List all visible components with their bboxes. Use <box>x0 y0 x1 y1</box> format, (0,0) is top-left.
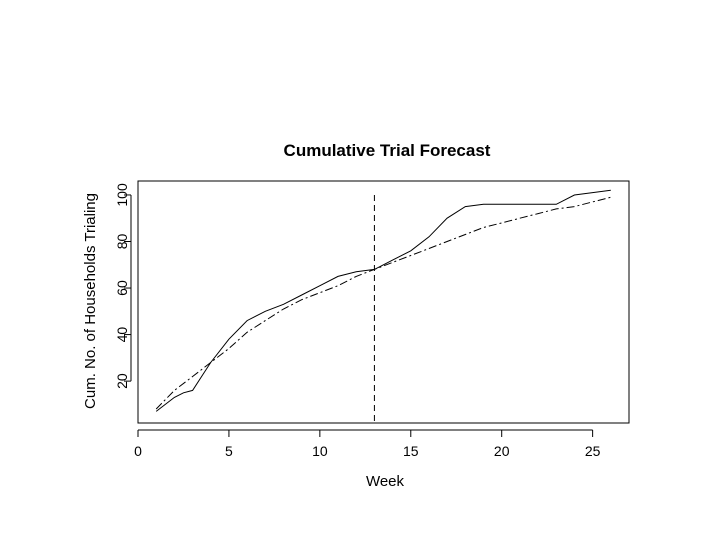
y-tick-label: 20 <box>114 373 130 389</box>
x-tick-label: 10 <box>312 443 328 459</box>
x-tick-label: 15 <box>403 443 419 459</box>
y-tick-label: 80 <box>114 234 130 250</box>
y-tick-label: 40 <box>114 327 130 343</box>
y-axis-label: Cum. No. of Households Trialing <box>82 193 99 409</box>
plot-frame <box>137 180 630 424</box>
x-tick-label: 5 <box>225 443 233 459</box>
x-axis-label: Week <box>366 473 405 490</box>
series-layer <box>155 189 611 412</box>
y-tick-label: 100 <box>114 183 130 207</box>
y-axis: 20 40 60 80 100 <box>114 183 132 389</box>
series-line-dash-dot <box>155 196 611 410</box>
y-tick-label: 60 <box>114 280 130 296</box>
series-line-solid <box>155 189 611 412</box>
x-tick-label: 20 <box>494 443 510 459</box>
chart-title: Cumulative Trial Forecast <box>284 141 491 160</box>
x-tick-label: 25 <box>585 443 601 459</box>
x-axis: 0 5 10 15 20 25 <box>134 429 601 459</box>
x-tick-label: 0 <box>134 443 142 459</box>
